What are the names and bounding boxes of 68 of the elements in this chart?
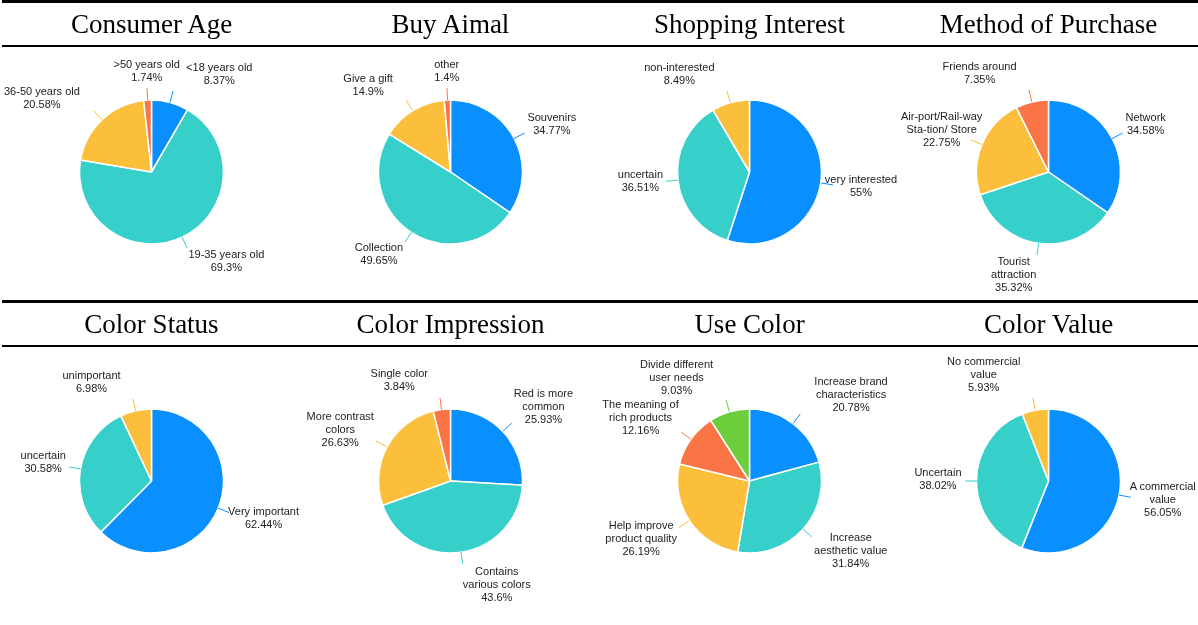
slice-label: non-interested: [644, 61, 715, 74]
data-label: 55%: [849, 186, 873, 199]
slice-label: 36-50 years old: [4, 84, 80, 97]
chart-title: Buy Aimal: [301, 3, 600, 47]
slice-label: >50 years old: [113, 57, 180, 70]
chart-title: Color Status: [2, 303, 301, 347]
data-label: 22.75%: [922, 136, 961, 149]
data-label: 36.51%: [621, 181, 660, 194]
slice-label: Divide different user needs: [639, 357, 714, 383]
data-label: 26.63%: [321, 435, 360, 448]
data-label: 69.3%: [210, 261, 243, 274]
slice-label: unimportant: [62, 368, 121, 381]
data-label: 20.58%: [23, 97, 61, 110]
data-label: 34.77%: [533, 123, 571, 136]
slice-label: very interested: [824, 173, 898, 186]
slice-label: Network: [1125, 110, 1167, 123]
slice-label: Red is more common: [513, 386, 574, 412]
data-label: 25.93%: [524, 412, 563, 425]
data-label: 38.02%: [919, 479, 957, 492]
chart-title: Shopping Interest: [600, 3, 899, 47]
data-label: 7.35%: [963, 73, 996, 86]
data-label: 6.98%: [75, 381, 108, 394]
data-label: 49.65%: [360, 254, 398, 267]
slice-label: Souvenirs: [527, 110, 577, 123]
slice-label: More contrast colors: [306, 409, 374, 435]
slice-label: <18 years old: [186, 60, 253, 73]
slice-label: Uncertain: [914, 466, 962, 479]
chart-title: Color Value: [899, 303, 1198, 347]
data-label: 43.6%: [481, 591, 513, 604]
chart-title: Consumer Age: [2, 3, 301, 47]
slice-label: other: [434, 57, 460, 70]
chart-title: Method of Purchase: [899, 3, 1198, 47]
data-label: 34.58%: [1127, 123, 1165, 136]
data-label: 9.03%: [660, 383, 693, 396]
data-label: 30.58%: [24, 462, 63, 475]
data-label: 1.74%: [131, 70, 163, 83]
data-label: 12.16%: [621, 424, 660, 437]
slice-label: 19-35 years old: [188, 248, 265, 261]
slice-label: Single color: [370, 367, 429, 380]
data-label: 56.05%: [1144, 506, 1182, 519]
data-label: 26.19%: [622, 544, 660, 557]
slice-label: Give a gift: [343, 72, 393, 85]
chart-title: Use Color: [600, 303, 899, 347]
data-label: 62.44%: [244, 517, 283, 530]
slice-label: A commercial value: [1129, 480, 1196, 506]
slice-label: Very important: [228, 504, 299, 517]
slice-label: Contains various colors: [462, 565, 532, 591]
data-label: 1.4%: [434, 70, 460, 83]
data-label: 8.37%: [203, 73, 236, 86]
slice-label: Increase aesthetic value: [814, 531, 888, 557]
slice-label: No commercial value: [947, 355, 1021, 381]
slice-label: The meaning of rich products: [602, 398, 680, 424]
slice-label: uncertain: [20, 449, 66, 462]
data-label: 20.78%: [832, 401, 870, 414]
slice-label: Friends around: [942, 60, 1017, 73]
slice-label: Increase brand characteristics: [814, 375, 888, 401]
data-label: 8.49%: [663, 74, 696, 87]
slice-label: Air-port/Rail-way Sta-tion/ Store: [901, 110, 983, 136]
slice-label: Tourist attraction: [991, 254, 1037, 280]
data-label: 3.84%: [383, 380, 416, 393]
slice-label: Collection: [354, 241, 404, 254]
data-label: 31.84%: [832, 557, 870, 570]
slice-label: uncertain: [617, 168, 664, 181]
data-label: 5.93%: [968, 381, 1000, 394]
chart-title: Color Impression: [301, 303, 600, 347]
data-label: 35.32%: [995, 280, 1033, 293]
data-label: 14.9%: [352, 85, 384, 98]
slice-label: Help improve product quality: [605, 518, 678, 544]
